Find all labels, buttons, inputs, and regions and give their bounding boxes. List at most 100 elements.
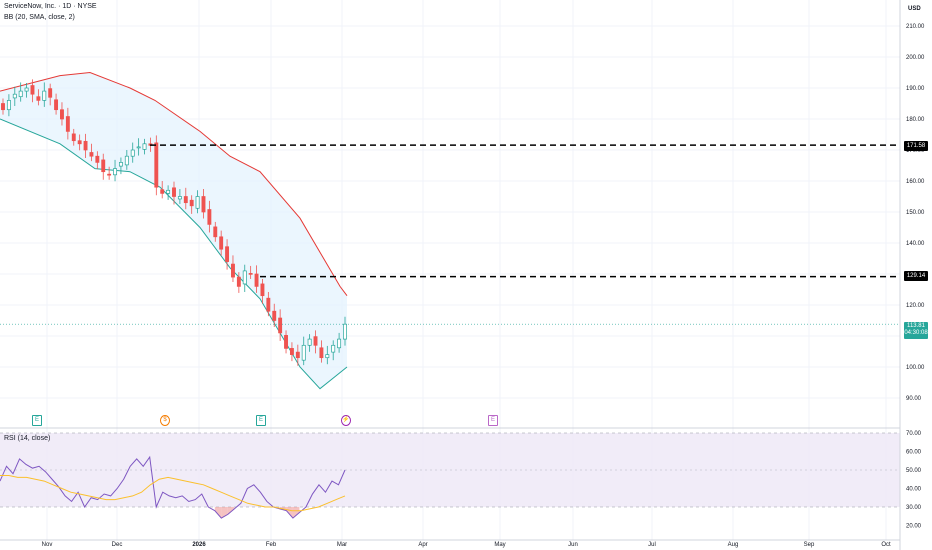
- candle-body: [89, 152, 94, 157]
- price-tick-label: 190.00: [906, 86, 925, 92]
- rsi-legend[interactable]: RSI (14, close): [4, 435, 51, 442]
- candle-body: [30, 85, 35, 95]
- price-tick-label: 100.00: [906, 365, 925, 371]
- candle-body: [113, 168, 117, 176]
- candle-body: [71, 133, 76, 142]
- candle-body: [172, 187, 176, 197]
- candle-body: [307, 338, 312, 346]
- symbol-legend[interactable]: ServiceNow, Inc. · 1D · NYSE: [4, 3, 97, 10]
- rsi-tick-label: 60.00: [906, 450, 922, 456]
- candle-body: [207, 209, 212, 225]
- candle-body: [166, 189, 171, 194]
- price-tick-label: 150.00: [906, 210, 925, 216]
- rsi-tick-label: 30.00: [906, 505, 922, 511]
- rsi-tick-label: 50.00: [906, 468, 922, 474]
- month-tick-label: Dec: [112, 542, 123, 548]
- candle-body: [260, 283, 265, 297]
- candle-body: [183, 196, 188, 204]
- candle-body: [189, 199, 194, 207]
- candle-body: [225, 246, 230, 262]
- candle-body: [337, 338, 342, 349]
- earnings-marker-2[interactable]: E: [256, 415, 266, 426]
- price-tick-label: 90.00: [906, 396, 922, 402]
- candle-body: [325, 354, 330, 359]
- candle-body: [18, 90, 23, 98]
- candle-body: [124, 155, 129, 166]
- earnings-marker-1[interactable]: E: [32, 415, 42, 426]
- price-tick-label: 210.00: [906, 24, 925, 30]
- last-price-tag: 113.81 04:30:08: [904, 322, 928, 339]
- candle-body: [6, 100, 11, 111]
- price-tick-label: 120.00: [906, 303, 925, 309]
- month-tick-label: Jul: [648, 542, 656, 548]
- candle-body: [242, 270, 247, 285]
- candle-body: [272, 310, 277, 321]
- month-tick-label: Nov: [42, 542, 53, 548]
- month-tick-label: Feb: [266, 542, 277, 548]
- bb-legend[interactable]: BB (20, SMA, close, 2): [4, 14, 75, 21]
- candle-body: [24, 87, 29, 92]
- candle-body: [313, 336, 318, 346]
- horizontal-levels[interactable]: [0, 144, 900, 325]
- candle-body: [266, 297, 271, 312]
- candle-body: [154, 142, 159, 188]
- candle-body: [142, 143, 147, 150]
- candle-body: [319, 347, 324, 359]
- candle-body: [177, 196, 182, 200]
- level-tag-upper: 171.58: [904, 141, 928, 151]
- candle-body: [254, 273, 259, 287]
- candle-body: [12, 93, 17, 99]
- candle-body: [219, 236, 224, 250]
- rsi-oversold-fill: [214, 507, 222, 519]
- earnings-marker-upcoming[interactable]: E: [488, 415, 498, 426]
- candle-body: [36, 96, 41, 101]
- candle-body: [278, 317, 283, 334]
- candle-body: [284, 335, 288, 349]
- candle-body: [118, 162, 123, 167]
- candle-body: [301, 344, 306, 361]
- candle-body: [107, 173, 112, 176]
- month-tick-label: Oct: [881, 542, 891, 548]
- dividend-marker[interactable]: $: [160, 415, 170, 426]
- candle-body: [201, 196, 206, 213]
- month-tick-label: Jun: [568, 542, 578, 548]
- price-tick-label: 160.00: [906, 179, 925, 185]
- month-tick-label: May: [494, 542, 505, 548]
- rsi-tick-label: 70.00: [906, 431, 922, 437]
- currency-label[interactable]: USD: [908, 6, 921, 12]
- candle-body: [54, 99, 59, 111]
- candle-body: [65, 116, 70, 132]
- candle-body: [213, 226, 218, 238]
- price-tick-label: 180.00: [906, 117, 925, 123]
- candle-body: [136, 146, 141, 149]
- price-tick-label: 200.00: [906, 55, 925, 61]
- candle-body: [195, 196, 200, 209]
- candle-body: [331, 344, 336, 353]
- split-marker[interactable]: ⚡: [341, 415, 351, 426]
- candle-body: [248, 273, 253, 275]
- candle-body: [83, 140, 88, 151]
- candle-body: [295, 351, 300, 359]
- rsi-line: [0, 455, 346, 519]
- candle-body: [160, 189, 165, 194]
- price-tick-label: 140.00: [906, 241, 925, 247]
- candle-body: [42, 90, 47, 101]
- rsi-oversold-fill: [292, 507, 300, 519]
- last-price-value: 113.81: [907, 323, 925, 329]
- candle-body: [289, 348, 294, 355]
- rsi-tick-label: 20.00: [906, 524, 922, 530]
- candle-body: [95, 155, 100, 163]
- candle-body: [236, 276, 241, 287]
- month-tick-label: Sep: [804, 542, 815, 548]
- bollinger-band-fill: [0, 71, 348, 390]
- candle-body: [1, 103, 5, 111]
- bb-upper-line: [0, 71, 348, 297]
- candle-body: [130, 149, 135, 157]
- month-tick-label: Apr: [418, 542, 427, 548]
- level-tag-lower: 129.14: [904, 271, 928, 281]
- candle-body: [231, 263, 235, 278]
- bar-countdown: 04:30:08: [904, 330, 928, 336]
- month-tick-label: Mar: [337, 542, 347, 548]
